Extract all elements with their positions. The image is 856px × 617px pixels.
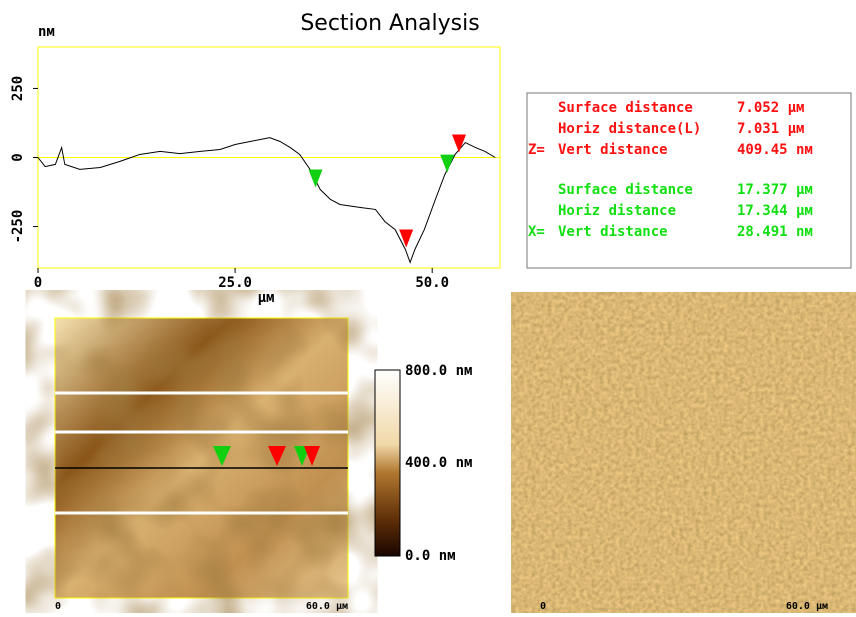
measurement-value: 7.052 µм [737,100,804,116]
measurement-value: 17.377 µм [737,182,813,198]
y-tick-label: -250 [10,210,26,244]
measurement-prefix: Z= [528,142,545,158]
deflection-image [539,319,829,599]
title: Section Analysis [300,11,479,36]
cursor [440,154,455,173]
colorbar-label: 400.0 nм [405,455,472,471]
x-tick-label: 0 [34,275,42,291]
image-x-start: 0 [540,601,546,612]
measurement-value: 7.031 µм [737,121,804,137]
y-tick-label: 250 [10,76,26,101]
plot: -250 0 250 0 25.0 50.0 [10,46,501,291]
y-tick-label: 0 [10,153,26,161]
measurement-panel [526,92,852,269]
y-axis-label: nм [38,24,55,40]
image-x-end: 60.0 µм [786,601,828,612]
cursor [268,446,286,466]
measurement-name: Surface distance [558,182,693,198]
height-image: 0 60.0 µм [54,317,349,612]
measurement-name: Surface distance [558,100,693,116]
profile-line [37,137,496,264]
x-tick-label: 50.0 [415,275,449,291]
cursor [452,134,467,153]
measurement-prefix: X= [528,224,545,240]
colorbar-label: 800.0 nм [405,363,472,379]
x-axis-label: µм [258,290,275,306]
measurement-name: Horiz distance(L) [558,121,701,137]
measurement-value: 409.45 nм [737,142,813,158]
colorbar-label: 0.0 nм [405,548,456,564]
cursor [304,446,320,466]
colorbar [374,369,401,557]
measurement-name: Vert distance [558,224,668,240]
measurement-value: 28.491 nм [737,224,813,240]
measurement-name: Horiz distance [558,203,676,219]
measurement-value: 17.344 µм [737,203,813,219]
image-x-start: 0 [55,601,61,612]
measurements: Z= Surface distance 7.052 µм Horiz distance… [528,100,813,240]
measurement-name: Vert distance [558,142,668,158]
cursor [308,169,323,188]
x-tick-label: 25.0 [218,275,252,291]
cursor [399,229,414,248]
cursor [213,446,231,466]
image-x-end: 60.0 µм [306,601,348,612]
